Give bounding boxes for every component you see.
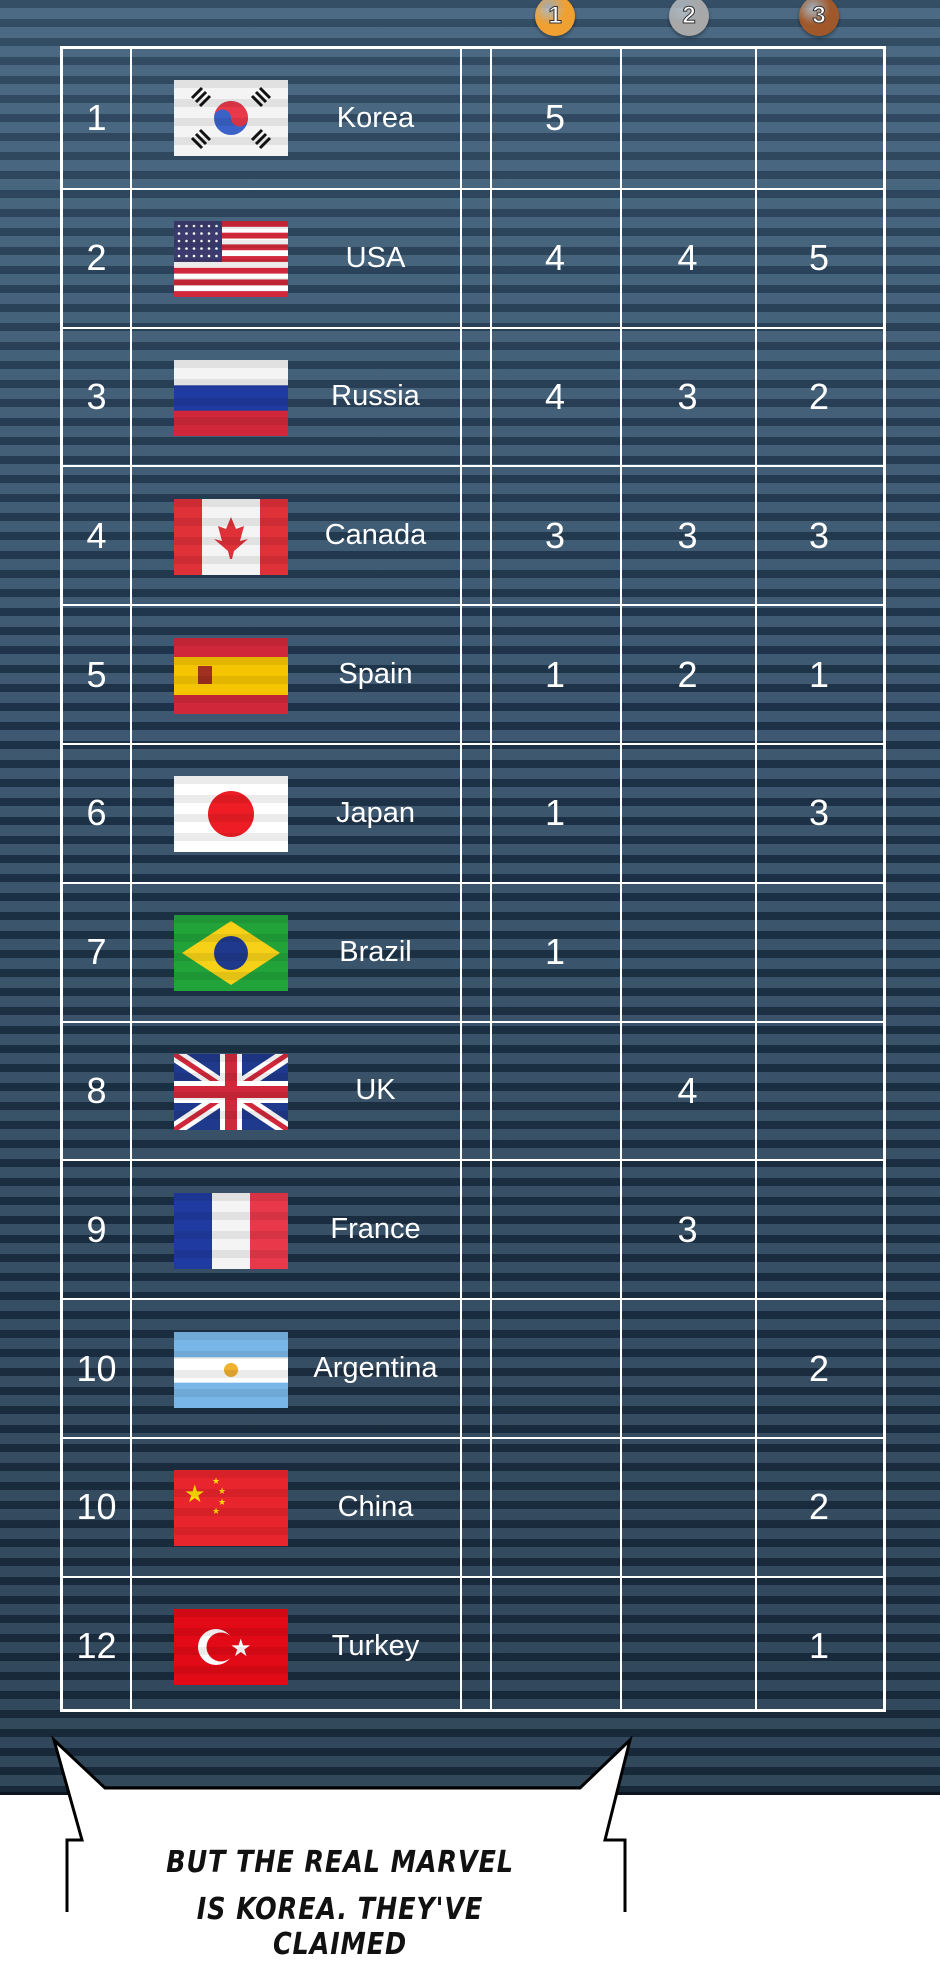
- silver-count: [620, 745, 755, 882]
- table-row: 3 Russia 4 3 2: [63, 326, 883, 466]
- table-row: 12 Turkey 1 ★: [63, 1575, 883, 1715]
- table-row: 1 Korea 5: [63, 49, 883, 188]
- column-divider: [755, 49, 757, 1709]
- silver-count: 3: [677, 375, 698, 417]
- silver-medal-icon: 2: [669, 0, 709, 36]
- china-flag-icon: ★★★★★: [174, 1470, 288, 1547]
- bubble-text-line-1: BUT THE REAL MARVEL: [166, 1845, 514, 1880]
- striped-background: [0, 0, 940, 1795]
- rank-cell: 9: [86, 1208, 107, 1250]
- country-name: Turkey: [331, 1629, 420, 1662]
- gold-count: [490, 1161, 620, 1298]
- gold-count: [490, 1300, 620, 1437]
- column-divider: [460, 49, 462, 1709]
- table-row: 9 France 3: [63, 1159, 883, 1298]
- silver-count: 4: [677, 237, 698, 279]
- silver-count: 3: [677, 514, 698, 556]
- country-name: UK: [355, 1074, 396, 1107]
- canada-flag-icon: [174, 498, 288, 575]
- bronze-count: 3: [808, 792, 830, 834]
- bronze-count: [755, 1023, 883, 1160]
- spain-flag-icon: [174, 637, 288, 714]
- argentina-flag-icon: [174, 1331, 288, 1409]
- rank-cell: 5: [86, 653, 107, 695]
- silver-count: [620, 884, 755, 1021]
- usa-flag-icon: [174, 221, 288, 298]
- bubble-text-line-2: IS KOREA. THEY'VE CLAIMED: [196, 1892, 484, 1962]
- korea-flag-icon: [174, 80, 288, 157]
- turkey-flag-icon: ★: [174, 1609, 288, 1686]
- russia-flag-icon: [174, 359, 288, 437]
- gold-count: [490, 1578, 620, 1715]
- rank-cell: 2: [86, 237, 107, 279]
- country-name: USA: [345, 241, 406, 274]
- silver-count: [620, 1300, 755, 1437]
- table-row: 6 Japan 1 3: [63, 743, 883, 882]
- country-name: Japan: [335, 796, 415, 829]
- japan-flag-icon: [174, 776, 288, 853]
- gold-count: [490, 1439, 620, 1576]
- rank-cell: 6: [86, 792, 107, 834]
- table-row: 7 Brazil 1: [63, 881, 883, 1021]
- country-name: Korea: [336, 101, 415, 134]
- country-name: Brazil: [339, 935, 412, 968]
- gold-count: 1: [544, 931, 566, 973]
- silver-count: 3: [677, 1208, 698, 1250]
- country-name: Argentina: [313, 1352, 438, 1385]
- bronze-count: [755, 1161, 883, 1298]
- table-row: 8 UK 4: [63, 1020, 883, 1160]
- uk-flag-icon: [170, 1048, 292, 1136]
- country-name: France: [330, 1213, 421, 1246]
- country-name: China: [337, 1490, 414, 1523]
- france-flag-icon: [174, 1192, 288, 1269]
- gold-count: 1: [544, 792, 566, 834]
- rank-cell: 10: [76, 1486, 117, 1528]
- silver-count: [620, 1578, 755, 1715]
- rank-cell: 10: [76, 1347, 117, 1389]
- gold-count: 1: [544, 653, 566, 695]
- silver-count: 2: [677, 653, 698, 695]
- country-name: Russia: [331, 380, 420, 413]
- bronze-count: 1: [808, 1625, 830, 1667]
- gold-count: 4: [544, 375, 566, 417]
- gold-medal-icon: 1: [535, 0, 575, 36]
- table-row: 10 Argentina 2: [63, 1298, 883, 1437]
- country-name: Spain: [338, 658, 413, 691]
- rank-cell: 7: [86, 931, 107, 973]
- silver-count: [620, 49, 755, 188]
- rank-cell: 12: [76, 1625, 117, 1667]
- bronze-count: 3: [808, 514, 830, 556]
- rank-cell: 4: [86, 514, 107, 556]
- bronze-count: 2: [808, 375, 830, 417]
- gold-count: 5: [544, 97, 566, 139]
- bronze-count: [755, 49, 883, 188]
- bronze-medal-icon: 3: [799, 0, 839, 36]
- table-row: 5 Spain 1 2 1: [63, 604, 883, 743]
- column-divider: [490, 49, 492, 1709]
- bronze-count: 1: [808, 653, 830, 695]
- speech-bubble: BUT THE REAL MARVEL IS KOREA. THEY'VE CL…: [0, 1720, 660, 1962]
- rank-cell: 3: [86, 375, 107, 417]
- gold-count: [490, 1023, 620, 1160]
- gold-count: 3: [544, 514, 566, 556]
- table-row: 2 USA 4 4 5: [63, 187, 883, 327]
- bronze-count: 2: [808, 1486, 830, 1528]
- bronze-count: [755, 884, 883, 1021]
- bronze-count: 5: [808, 237, 830, 279]
- silver-count: 4: [677, 1069, 698, 1111]
- rank-cell: 1: [86, 97, 107, 139]
- bronze-count: 2: [808, 1347, 830, 1389]
- gold-count: 4: [544, 237, 566, 279]
- table-row: 4 Canada 3 3 3: [63, 465, 883, 604]
- column-divider: [130, 49, 132, 1709]
- brazil-flag-icon: [174, 915, 288, 992]
- table-row: 10 China 2 ★★★★★: [63, 1437, 883, 1576]
- silver-count: [620, 1439, 755, 1576]
- country-name: Canada: [324, 519, 427, 552]
- rank-cell: 8: [86, 1069, 107, 1111]
- column-divider: [620, 49, 622, 1709]
- medal-table: 1 Korea 5 2 USA 4 4 5 3 Russia 4 3 2 4 Canada 3 3 3 5 Spai…: [60, 46, 886, 1712]
